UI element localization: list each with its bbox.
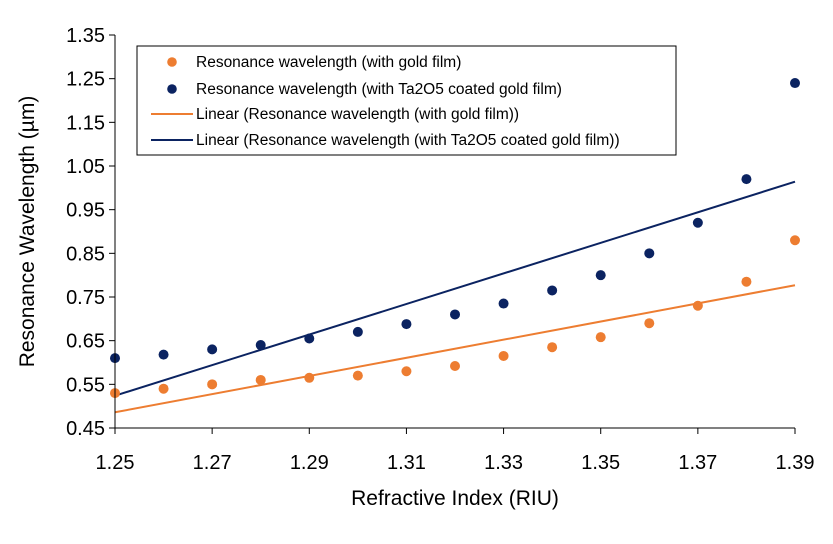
legend-label-gold-trend: Linear (Resonance wavelength (with gold … <box>196 106 519 123</box>
data-point-series-1-11 <box>644 248 655 259</box>
legend-label-gold: Resonance wavelength (with gold film) <box>196 54 461 71</box>
y-tick-label: 0.75 <box>66 287 105 309</box>
data-point-series-0-1 <box>158 383 169 394</box>
data-point-series-0-12 <box>692 300 703 311</box>
x-tick-label: 1.31 <box>387 452 426 474</box>
data-point-series-0-10 <box>595 332 606 343</box>
data-point-series-0-9 <box>547 342 558 353</box>
y-axis-title: Resonance Wavelength (µm) <box>16 96 39 368</box>
y-tick-label: 1.25 <box>66 69 105 91</box>
data-point-series-1-5 <box>352 326 363 337</box>
data-point-series-1-1 <box>158 349 169 360</box>
data-point-series-1-2 <box>207 344 218 355</box>
x-axis-title: Refractive Index (RIU) <box>351 487 559 510</box>
data-point-series-0-7 <box>450 360 460 371</box>
data-point-series-1-3 <box>255 340 266 351</box>
data-point-series-1-14 <box>790 78 800 89</box>
y-tick-label: 0.85 <box>66 243 105 265</box>
y-tick-label: 1.05 <box>66 156 105 178</box>
data-point-series-0-5 <box>352 370 363 381</box>
x-tick-label: 1.27 <box>193 452 232 474</box>
y-tick-label: 1.15 <box>66 112 105 134</box>
legend-item-gold-markers: Resonance wavelength (with gold film) <box>167 54 461 71</box>
plot-area <box>110 78 800 414</box>
x-tick-label: 1.33 <box>484 452 523 474</box>
legend-label-ta2o5: Resonance wavelength (with Ta2O5 coated … <box>196 81 562 98</box>
data-point-series-1-10 <box>595 270 606 281</box>
data-point-series-0-8 <box>498 350 509 361</box>
legend: Resonance wavelength (with gold film) Re… <box>136 45 677 156</box>
data-point-series-1-9 <box>547 285 558 296</box>
data-point-series-0-6 <box>401 366 412 377</box>
data-point-series-1-8 <box>498 298 509 309</box>
y-tick-label: 0.65 <box>66 331 105 353</box>
x-tick-label: 1.39 <box>776 452 815 474</box>
legend-item-gold-trendline: Linear (Resonance wavelength (with gold … <box>151 106 519 123</box>
data-point-series-0-11 <box>644 318 655 329</box>
data-point-series-1-4 <box>304 333 315 344</box>
y-tick-label: 0.45 <box>66 418 105 440</box>
y-tick-label: 1.35 <box>66 25 105 47</box>
x-tick-label: 1.25 <box>96 452 135 474</box>
y-tick-label: 0.55 <box>66 374 105 396</box>
x-tick-label: 1.29 <box>290 452 329 474</box>
x-tick-label: 1.35 <box>581 452 620 474</box>
legend-label-ta2o5-trend: Linear (Resonance wavelength (with Ta2O5… <box>196 132 620 149</box>
axes: 0.45 0.55 0.65 0.75 0.85 0.95 1.05 1.15 1.25 1.35… <box>66 25 814 474</box>
y-tick-label: 0.95 <box>66 200 105 222</box>
data-point-series-0-14 <box>790 235 800 246</box>
data-point-series-1-12 <box>692 217 703 228</box>
data-point-series-1-7 <box>450 309 460 320</box>
legend-marker-ta2o5 <box>167 84 177 94</box>
legend-item-ta2o5-trendline: Linear (Resonance wavelength (with Ta2O5… <box>151 132 620 149</box>
data-point-series-0-4 <box>304 372 315 383</box>
data-point-series-0-13 <box>741 276 752 287</box>
data-point-series-0-2 <box>207 379 218 390</box>
legend-marker-gold <box>167 57 177 67</box>
data-point-series-1-13 <box>741 174 752 185</box>
data-point-series-0-3 <box>255 374 266 385</box>
legend-box <box>136 45 677 156</box>
data-point-series-1-6 <box>401 319 412 330</box>
trendline-series-2 <box>114 284 796 414</box>
trendline-series-3 <box>114 180 796 397</box>
x-tick-label: 1.37 <box>678 452 717 474</box>
legend-item-ta2o5-markers: Resonance wavelength (with Ta2O5 coated … <box>167 81 562 98</box>
